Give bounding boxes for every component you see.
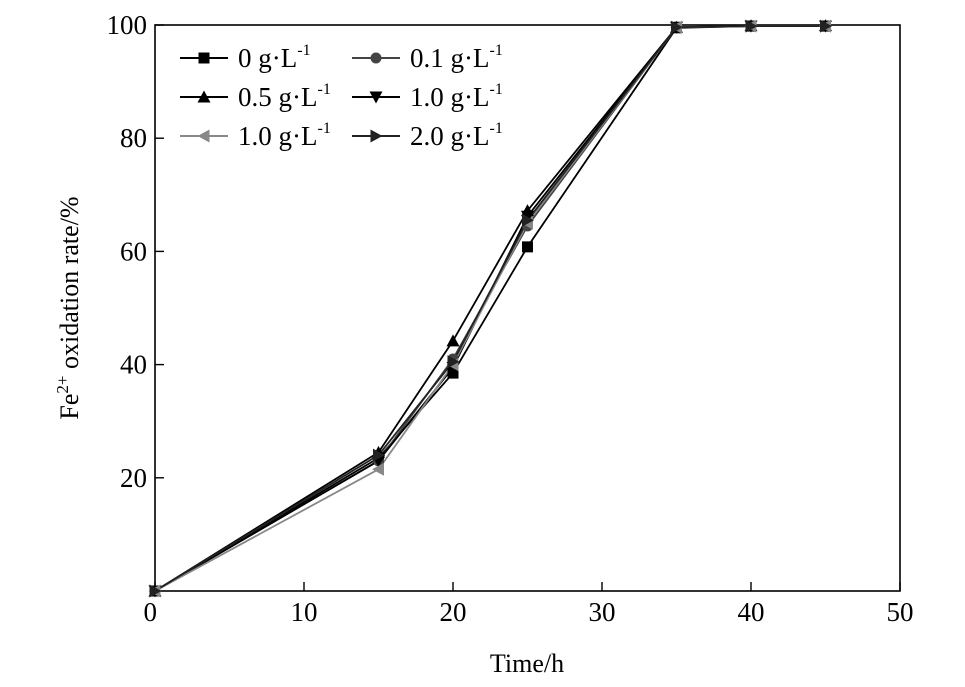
y-tick-label: 40 xyxy=(120,350,147,380)
plot-area xyxy=(154,24,901,592)
legend-marker-6 xyxy=(370,129,383,143)
series-6-point xyxy=(671,20,683,34)
legend: 0 g·L-1 0.1 g·L-1 0.5 g·L-1 1.0 g·L-1 1.0 g·… xyxy=(180,42,503,151)
legend-marker-1 xyxy=(198,52,210,64)
y-axis-ticks: 20 40 60 80 100 xyxy=(107,10,164,493)
x-tick-label: 20 xyxy=(440,597,467,627)
y-axis-label: Fe2+ oxidation rate/% xyxy=(53,196,84,419)
series-6-point xyxy=(522,213,534,227)
x-tick-label: 50 xyxy=(887,597,914,627)
x-tick-label: 0 xyxy=(144,597,158,627)
y-tick-label: 80 xyxy=(120,123,147,153)
y-axis-label-main: Fe xyxy=(55,394,84,420)
x-tick-label: 30 xyxy=(589,597,616,627)
legend-label-2: 0.1 g·L-1 xyxy=(410,42,503,73)
legend-label-3: 0.5 g·L-1 xyxy=(238,81,331,112)
legend-label-5: 1.0 g·L-1 xyxy=(238,120,331,151)
series-6-point xyxy=(149,584,162,598)
series-6-point xyxy=(373,448,385,462)
legend-label-1: 0 g·L-1 xyxy=(238,42,311,73)
x-axis-label: Time/h xyxy=(490,649,564,678)
series-6-point xyxy=(447,355,460,369)
legend-label-6: 2.0 g·L-1 xyxy=(410,120,503,151)
y-axis-label-rest: oxidation rate/% xyxy=(55,196,84,375)
legend-marker-3 xyxy=(197,90,211,103)
legend-marker-2 xyxy=(370,52,382,64)
series-6-point xyxy=(745,19,758,33)
legend-marker-5 xyxy=(197,129,210,143)
y-tick-label: 100 xyxy=(107,10,148,40)
x-axis-ticks: 0 10 20 30 40 50 xyxy=(144,582,914,627)
y-axis-label-superscript: 2+ xyxy=(53,375,72,393)
x-tick-label: 10 xyxy=(291,597,318,627)
y-tick-label: 20 xyxy=(120,463,147,493)
legend-marker-4 xyxy=(369,91,383,104)
series-3-point xyxy=(446,334,460,347)
series-1-point xyxy=(522,241,533,253)
legend-label-4: 1.0 g·L-1 xyxy=(410,81,503,112)
series-markers xyxy=(148,19,832,598)
y-tick-label: 60 xyxy=(120,236,147,266)
series-5-point xyxy=(372,462,384,476)
x-tick-label: 40 xyxy=(738,597,765,627)
series-6-point xyxy=(820,19,832,33)
